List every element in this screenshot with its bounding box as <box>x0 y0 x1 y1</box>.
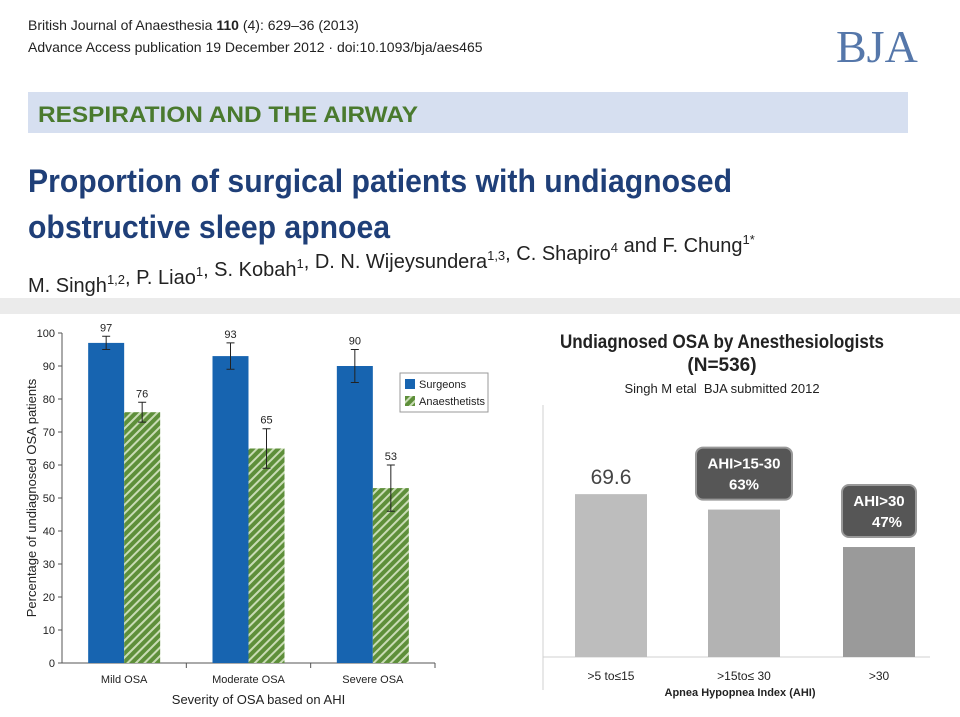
affiliation: 1,3 <box>487 248 505 263</box>
legend-swatch <box>405 379 415 389</box>
legend-label: Anaesthetists <box>419 396 486 408</box>
y-tick-label: 50 <box>43 493 55 505</box>
bar <box>708 509 780 657</box>
bar <box>336 366 373 663</box>
section-band <box>28 92 908 133</box>
chart-title: (N=536) <box>687 355 756 376</box>
error-bar <box>138 401 147 423</box>
value-label: 69.6 <box>591 466 632 489</box>
author: , C. Shapiro <box>505 243 611 265</box>
y-tick-label: 90 <box>43 361 55 373</box>
error-bar <box>226 342 235 370</box>
value-label: 65 <box>260 415 272 427</box>
y-tick-label: 80 <box>43 394 55 406</box>
y-tick-label: 70 <box>43 427 55 439</box>
bar <box>575 494 647 657</box>
bar <box>843 547 915 657</box>
error-bar <box>350 349 359 383</box>
access-line: Advance Access publication 19 December 2… <box>28 39 483 55</box>
x-tick-label: Moderate OSA <box>212 674 285 686</box>
chart-subtitle: Singh M etal BJA submitted 2012 <box>624 381 819 396</box>
y-axis-label: Percentage of undiagnosed OSA patients <box>24 378 39 617</box>
y-tick-label: 10 <box>43 625 55 637</box>
value-label: 93 <box>224 329 236 341</box>
title-line: obstructive sleep apnoea <box>28 209 390 245</box>
error-bar <box>262 428 271 469</box>
affiliation: 1 <box>296 256 303 271</box>
value-label: 90 <box>349 336 361 348</box>
callout-label: AHI>15-30 <box>708 456 781 473</box>
value-label: 76 <box>136 388 148 400</box>
callout-box <box>695 446 793 501</box>
volume: 110 <box>216 17 239 33</box>
citation: (4): 629–36 (2013) <box>239 17 359 33</box>
author: , D. N. Wijeysundera <box>304 251 488 273</box>
error-bar <box>386 464 395 512</box>
y-tick-label: 20 <box>43 592 55 604</box>
value-label: 53 <box>385 451 397 463</box>
authors: M. Singh1,2, P. Liao1, S. Kobah1, D. N. … <box>28 232 755 297</box>
affiliation: 4 <box>611 240 618 255</box>
bar <box>88 342 125 663</box>
y-tick-label: 100 <box>37 328 55 340</box>
author: and F. Chung <box>618 235 743 257</box>
bar <box>124 412 161 663</box>
affiliation: 1 <box>196 264 203 279</box>
affiliation: 1* <box>743 232 755 247</box>
value-label: 63% <box>729 477 759 494</box>
x-tick-label: Mild OSA <box>101 674 148 686</box>
separator <box>0 298 960 314</box>
x-axis-label: Severity of OSA based on AHI <box>172 692 345 707</box>
bar <box>248 448 285 663</box>
bar <box>212 356 249 663</box>
section: RESPIRATION AND THE AIRWAY <box>38 102 418 127</box>
x-axis-label: Apnea Hypopnea Index (AHI) <box>665 687 816 699</box>
title-line: Proportion of surgical patients with und… <box>28 163 732 199</box>
legend-label: Surgeons <box>419 379 467 391</box>
y-tick-label: 30 <box>43 559 55 571</box>
author: , S. Kobah <box>203 259 296 281</box>
x-tick-label: Severe OSA <box>342 674 404 686</box>
logo: BJA <box>836 21 918 72</box>
journal-line: British Journal of Anaesthesia 110 (4): … <box>28 17 359 33</box>
chart-title: Undiagnosed OSA by Anesthesiologists <box>560 332 884 353</box>
x-tick-label: >15to≤ 30 <box>717 669 771 683</box>
callout-label: AHI>30 <box>853 493 904 510</box>
value-label: 97 <box>100 322 112 334</box>
y-tick-label: 0 <box>49 658 55 670</box>
journal: British Journal of Anaesthesia <box>28 17 216 33</box>
y-tick-label: 40 <box>43 526 55 538</box>
x-tick-label: >5 to≤15 <box>588 669 635 683</box>
callout-box <box>841 484 917 539</box>
x-tick-label: >30 <box>869 669 890 683</box>
author: M. Singh <box>28 275 107 297</box>
error-bar <box>102 335 111 350</box>
y-tick-label: 60 <box>43 460 55 472</box>
legend-swatch <box>405 396 415 406</box>
affiliation: 1,2 <box>107 272 125 287</box>
author: , P. Liao <box>125 267 196 289</box>
bar <box>372 488 409 663</box>
value-label: 47% <box>872 514 902 531</box>
